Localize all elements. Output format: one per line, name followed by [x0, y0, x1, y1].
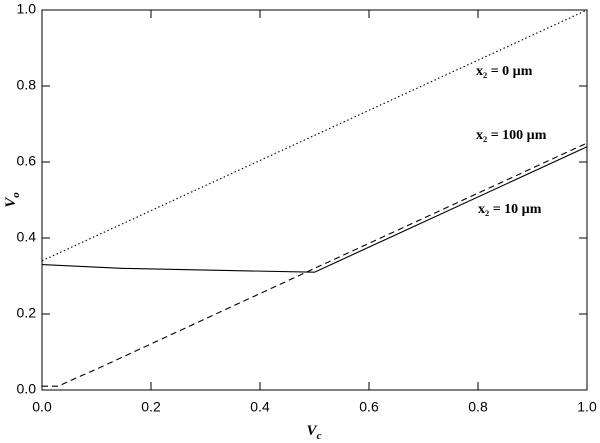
- x-tick-label: 0.8: [468, 399, 488, 415]
- y-tick-label: 0.2: [17, 305, 37, 321]
- series-label: x₂ = 0 µm: [476, 64, 533, 79]
- x-tick-label: 0.4: [250, 399, 270, 415]
- y-tick-label: 1.0: [17, 1, 37, 17]
- x-tick-label: 1.0: [577, 399, 597, 415]
- series-label: x₂ = 10 µm: [478, 202, 542, 217]
- x-label-sub: c: [317, 430, 322, 442]
- x-axis-label: Vc: [307, 423, 322, 441]
- series-line: [41, 146, 588, 273]
- y-label-main: V: [3, 196, 19, 208]
- x-tick-label: 0.0: [32, 399, 52, 415]
- y-tick-label: 0.4: [17, 229, 37, 245]
- y-label-sub: o: [10, 192, 22, 198]
- x-label-main: V: [307, 423, 319, 439]
- series-line: [42, 142, 588, 387]
- x-tick-label: 0.6: [359, 399, 379, 415]
- y-axis-label: Vo: [3, 192, 21, 208]
- y-tick-label: 0.0: [17, 381, 37, 397]
- plot-frame: [41, 9, 588, 391]
- y-tick-label: 0.6: [17, 153, 37, 169]
- series-label: x₂ = 100 µm: [476, 128, 547, 143]
- y-tick-label: 0.8: [17, 77, 37, 93]
- x-tick-label: 0.2: [141, 399, 161, 415]
